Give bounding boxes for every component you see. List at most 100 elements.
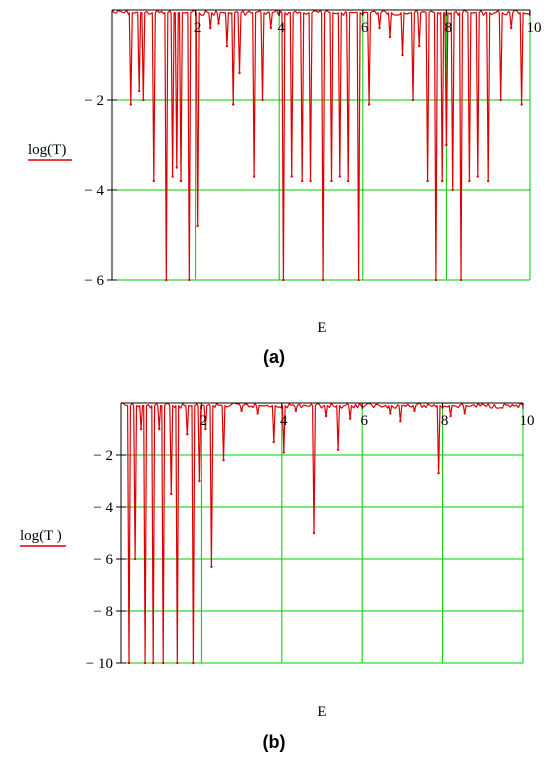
panel-b-dip-24 bbox=[389, 412, 392, 415]
panel-a-dip-10 bbox=[209, 26, 212, 30]
panel-a-dip-4 bbox=[165, 278, 168, 282]
panel-a-dip-23 bbox=[330, 179, 333, 183]
panel-a-dip-27 bbox=[367, 103, 371, 106]
panel-b-xlabel: E bbox=[317, 704, 326, 720]
panel-a-dip-2 bbox=[142, 98, 145, 102]
panel-b-ytick-label-0: − 2 bbox=[93, 448, 113, 464]
panel-a-dip-18 bbox=[282, 278, 285, 282]
panel-b: 2 4 6 8 10 − 2 − 4 − 6 − 8 − 10 log(T ) E (b) bbox=[20, 402, 535, 752]
panel-a-dip-17 bbox=[269, 26, 273, 30]
panel-a-dip-20 bbox=[300, 179, 304, 183]
panel-b-dip-27 bbox=[437, 472, 440, 475]
panel-a-ytick-label-1: − 4 bbox=[84, 183, 104, 199]
panel-b-dip-29 bbox=[463, 412, 466, 415]
panel-b-dip-11 bbox=[198, 479, 201, 483]
panel-b-ytick-label-3: − 8 bbox=[93, 604, 113, 620]
panel-a-dip-41 bbox=[487, 179, 490, 183]
panel-b-dip-2 bbox=[139, 427, 143, 431]
panel-a-ytick-label-0: − 2 bbox=[84, 93, 104, 109]
panel-a-dip-36 bbox=[445, 143, 448, 147]
panel-a-dip-13 bbox=[232, 103, 235, 106]
panel-b-xtick-label-4: 10 bbox=[520, 413, 535, 429]
panel-b-ylabel: log(T ) bbox=[20, 528, 62, 544]
panel-a-dip-3 bbox=[152, 179, 155, 183]
panel-b-dip-15 bbox=[240, 409, 243, 412]
panel-b-dip-16 bbox=[256, 412, 259, 415]
panel-b-dip-8 bbox=[176, 661, 179, 665]
panel-b-dip-3 bbox=[143, 661, 147, 665]
panel-b-transmission-trace bbox=[121, 402, 524, 664]
panel-a-caption: (a) bbox=[263, 347, 285, 367]
panel-a-xtick-label-1: 4 bbox=[277, 20, 285, 36]
panel-a-dip-21 bbox=[309, 179, 312, 183]
panel-a-dip-30 bbox=[401, 53, 404, 57]
panel-b-ytick-label-2: − 6 bbox=[93, 552, 113, 568]
panel-a-dip-8 bbox=[188, 278, 191, 282]
panel-a-ylabel: log(T) bbox=[28, 142, 66, 158]
panel-a-dip-35 bbox=[441, 179, 444, 183]
panel-b-dip-18 bbox=[282, 451, 286, 454]
panel-a-xtick-label-4: 10 bbox=[527, 20, 542, 36]
panel-b-dip-20 bbox=[312, 531, 316, 535]
panel-a-dip-28 bbox=[378, 26, 381, 30]
panel-a-dip-31 bbox=[411, 98, 415, 102]
panel-a-dip-16 bbox=[261, 98, 264, 102]
panel-a-dip-25 bbox=[346, 179, 350, 183]
panel-a-transmission-trace bbox=[111, 9, 531, 281]
panel-a-dip-33 bbox=[426, 179, 429, 183]
panel-b-dip-6 bbox=[162, 661, 165, 665]
panel-a-xtick-label-0: 2 bbox=[194, 20, 202, 36]
panel-a-dip-6 bbox=[175, 166, 178, 169]
panel-b-dip-23 bbox=[348, 417, 352, 420]
panel-b-dip-25 bbox=[399, 420, 402, 423]
panel-a-dip-14 bbox=[238, 71, 241, 75]
panel-a-dip-9 bbox=[196, 224, 199, 228]
panel-b-dip-14 bbox=[222, 459, 225, 462]
panel-a-ytick-label-2: − 6 bbox=[84, 273, 104, 289]
panel-a-xtick-label-2: 6 bbox=[361, 20, 369, 36]
panel-b-dip-4 bbox=[151, 661, 155, 665]
panel-b-dip-19 bbox=[294, 409, 298, 412]
panel-a-dip-5 bbox=[171, 175, 174, 178]
panel-b-dip-13 bbox=[210, 565, 213, 568]
panel-b-xtick-label-2: 6 bbox=[360, 413, 368, 429]
panel-a-dip-19 bbox=[290, 175, 293, 178]
panel-a-xlabel: E bbox=[317, 320, 326, 336]
panel-a: 2 4 6 8 10 − 2 − 4 − 6 log(T) E (a) bbox=[28, 9, 542, 367]
panel-b-dip-9 bbox=[186, 433, 189, 436]
panel-a-dip-7 bbox=[179, 179, 183, 183]
panel-b-dip-26 bbox=[413, 409, 416, 412]
panel-a-dip-39 bbox=[468, 179, 471, 183]
panel-b-dip-21 bbox=[324, 414, 328, 418]
panel-a-dip-38 bbox=[459, 278, 463, 282]
panel-a-dip-11 bbox=[217, 22, 220, 25]
panel-a-dip-37 bbox=[451, 188, 454, 192]
panel-a-dip-40 bbox=[476, 175, 479, 178]
panel-b-dip-12 bbox=[204, 427, 207, 431]
panel-a-dip-44 bbox=[520, 103, 523, 106]
panel-a-dip-1 bbox=[137, 89, 141, 93]
panel-b-dip-0 bbox=[127, 661, 131, 665]
panel-a-dip-15 bbox=[252, 175, 256, 178]
panel-a-dip-34 bbox=[434, 278, 438, 282]
panel-a-dip-26 bbox=[357, 278, 360, 282]
panel-b-dip-5 bbox=[157, 427, 161, 431]
panel-b-xtick-label-1: 4 bbox=[280, 413, 288, 429]
panel-b-xtick-label-3: 8 bbox=[441, 413, 449, 429]
panel-b-dip-28 bbox=[449, 414, 452, 418]
panel-b-dip-10 bbox=[192, 661, 195, 665]
panel-a-xtick-label-3: 8 bbox=[445, 20, 453, 36]
panel-b-dip-7 bbox=[170, 492, 173, 496]
panel-b-dip-22 bbox=[336, 448, 340, 451]
panel-b-dip-17 bbox=[272, 440, 275, 444]
panel-a-dip-42 bbox=[499, 98, 502, 102]
panel-a-dip-0 bbox=[129, 103, 133, 106]
panel-b-ytick-label-4: − 10 bbox=[86, 656, 113, 672]
panel-a-dip-32 bbox=[418, 44, 421, 48]
panel-a-dip-12 bbox=[225, 44, 229, 48]
panel-a-dip-43 bbox=[509, 26, 513, 30]
panel-a-dip-24 bbox=[338, 175, 342, 178]
panel-a-dip-22 bbox=[321, 278, 325, 282]
panel-b-ytick-label-1: − 4 bbox=[93, 500, 113, 516]
